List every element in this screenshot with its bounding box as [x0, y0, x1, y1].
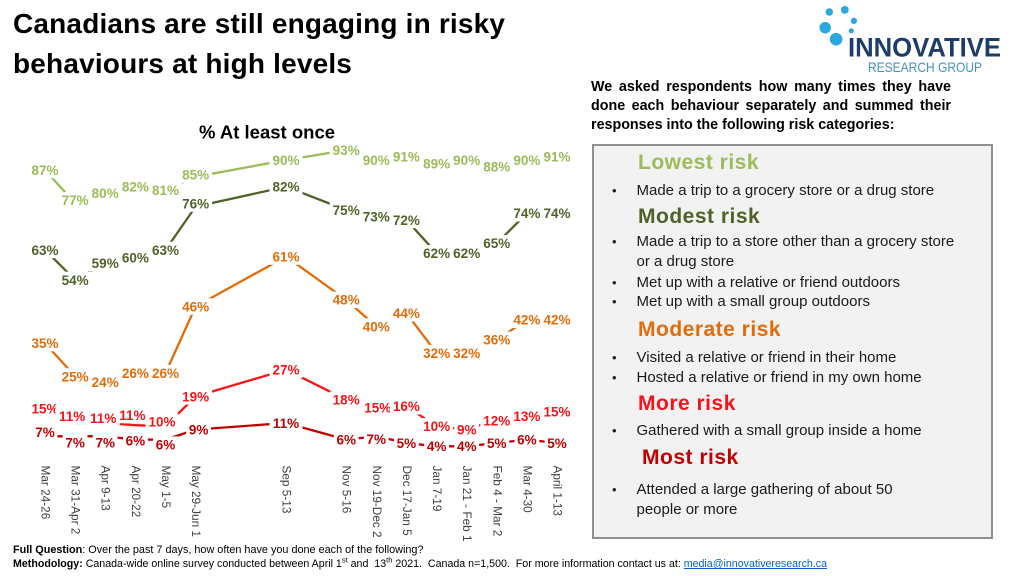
svg-text:63%: 63% — [31, 243, 58, 258]
svg-text:Mar 24-26: Mar 24-26 — [39, 466, 53, 520]
svg-text:7%: 7% — [367, 432, 387, 447]
svg-text:42%: 42% — [513, 313, 540, 328]
svg-text:80%: 80% — [92, 186, 119, 201]
svg-text:6%: 6% — [156, 438, 176, 453]
svg-text:90%: 90% — [513, 153, 540, 168]
svg-text:9%: 9% — [189, 423, 209, 438]
svg-text:82%: 82% — [272, 180, 299, 195]
svg-text:INNOVATIVE: INNOVATIVE — [848, 33, 1001, 63]
svg-text:74%: 74% — [543, 206, 570, 221]
svg-text:May 29-Jun 1: May 29-Jun 1 — [189, 466, 203, 537]
svg-text:26%: 26% — [122, 366, 149, 381]
svg-text:Feb 4 - Mar 2: Feb 4 - Mar 2 — [490, 466, 504, 537]
svg-text:Mar 31-Apr 2: Mar 31-Apr 2 — [69, 466, 83, 535]
svg-text:7%: 7% — [65, 436, 85, 451]
svg-text:5%: 5% — [487, 436, 507, 451]
svg-text:10%: 10% — [423, 419, 450, 434]
svg-text:76%: 76% — [182, 197, 209, 212]
svg-text:% At least once: % At least once — [199, 121, 335, 142]
svg-text:93%: 93% — [333, 143, 360, 158]
svg-text:7%: 7% — [95, 435, 115, 450]
svg-text:27%: 27% — [272, 363, 299, 378]
svg-text:91%: 91% — [393, 150, 420, 165]
svg-text:Jan 21 - Feb 1: Jan 21 - Feb 1 — [460, 466, 474, 542]
svg-text:62%: 62% — [453, 246, 480, 261]
svg-text:81%: 81% — [152, 183, 179, 198]
svg-text:19%: 19% — [182, 389, 209, 404]
svg-text:59%: 59% — [92, 256, 119, 271]
svg-text:Nov 19-Dec 2: Nov 19-Dec 2 — [370, 466, 384, 538]
svg-text:12%: 12% — [483, 414, 510, 429]
svg-text:6%: 6% — [336, 433, 356, 448]
svg-text:15%: 15% — [543, 405, 570, 420]
svg-text:24%: 24% — [92, 375, 119, 390]
svg-text:25%: 25% — [62, 369, 89, 384]
svg-text:61%: 61% — [272, 250, 299, 265]
svg-text:4%: 4% — [457, 439, 477, 454]
svg-text:40%: 40% — [363, 319, 390, 334]
svg-text:77%: 77% — [62, 193, 89, 208]
svg-text:Apr 20-22: Apr 20-22 — [129, 466, 143, 518]
svg-text:75%: 75% — [333, 203, 360, 218]
svg-text:42%: 42% — [543, 313, 570, 328]
svg-text:90%: 90% — [363, 153, 390, 168]
svg-text:11%: 11% — [59, 409, 85, 424]
svg-text:4%: 4% — [427, 439, 447, 454]
svg-text:13%: 13% — [513, 409, 540, 424]
svg-text:Apr 9-13: Apr 9-13 — [99, 466, 113, 512]
svg-text:11%: 11% — [90, 411, 116, 426]
svg-text:82%: 82% — [122, 180, 149, 195]
svg-text:44%: 44% — [393, 306, 420, 321]
svg-text:6%: 6% — [126, 434, 146, 449]
svg-text:10%: 10% — [148, 415, 175, 430]
svg-text:5%: 5% — [397, 436, 417, 451]
svg-text:Mar 4-30: Mar 4-30 — [520, 466, 534, 514]
svg-text:74%: 74% — [513, 206, 540, 221]
svg-text:11%: 11% — [273, 416, 299, 431]
svg-text:36%: 36% — [483, 333, 510, 348]
svg-text:90%: 90% — [272, 153, 299, 168]
svg-text:7%: 7% — [35, 425, 55, 440]
svg-text:6%: 6% — [517, 433, 537, 448]
svg-text:62%: 62% — [423, 246, 450, 261]
svg-text:46%: 46% — [182, 299, 209, 314]
svg-text:16%: 16% — [393, 399, 420, 414]
svg-text:65%: 65% — [483, 236, 510, 251]
svg-text:60%: 60% — [122, 250, 149, 265]
svg-text:91%: 91% — [543, 150, 570, 165]
svg-text:73%: 73% — [363, 210, 390, 225]
svg-text:32%: 32% — [453, 346, 480, 361]
svg-text:15%: 15% — [364, 401, 391, 416]
svg-text:63%: 63% — [152, 243, 179, 258]
svg-text:Dec 17-Jan 5: Dec 17-Jan 5 — [400, 466, 414, 537]
svg-text:88%: 88% — [483, 160, 510, 175]
svg-text:87%: 87% — [31, 163, 58, 178]
svg-text:32%: 32% — [423, 346, 450, 361]
svg-text:54%: 54% — [62, 273, 89, 288]
svg-text:26%: 26% — [152, 366, 179, 381]
svg-text:18%: 18% — [333, 393, 360, 408]
svg-text:5%: 5% — [547, 436, 567, 451]
svg-text:Sep 5-13: Sep 5-13 — [280, 466, 294, 514]
svg-text:11%: 11% — [119, 408, 145, 423]
svg-text:May 1-5: May 1-5 — [159, 466, 173, 509]
svg-text:Nov 5-16: Nov 5-16 — [340, 466, 354, 514]
svg-text:90%: 90% — [453, 153, 480, 168]
svg-text:85%: 85% — [182, 168, 209, 183]
svg-text:15%: 15% — [31, 401, 58, 416]
svg-text:35%: 35% — [31, 336, 58, 351]
svg-text:April 1-13: April 1-13 — [551, 466, 565, 517]
svg-text:89%: 89% — [423, 156, 450, 171]
svg-text:72%: 72% — [393, 213, 420, 228]
svg-text:48%: 48% — [333, 293, 360, 308]
svg-text:RESEARCH GROUP: RESEARCH GROUP — [868, 59, 982, 75]
svg-text:9%: 9% — [457, 423, 477, 438]
svg-text:Jan 7-19: Jan 7-19 — [430, 466, 444, 512]
